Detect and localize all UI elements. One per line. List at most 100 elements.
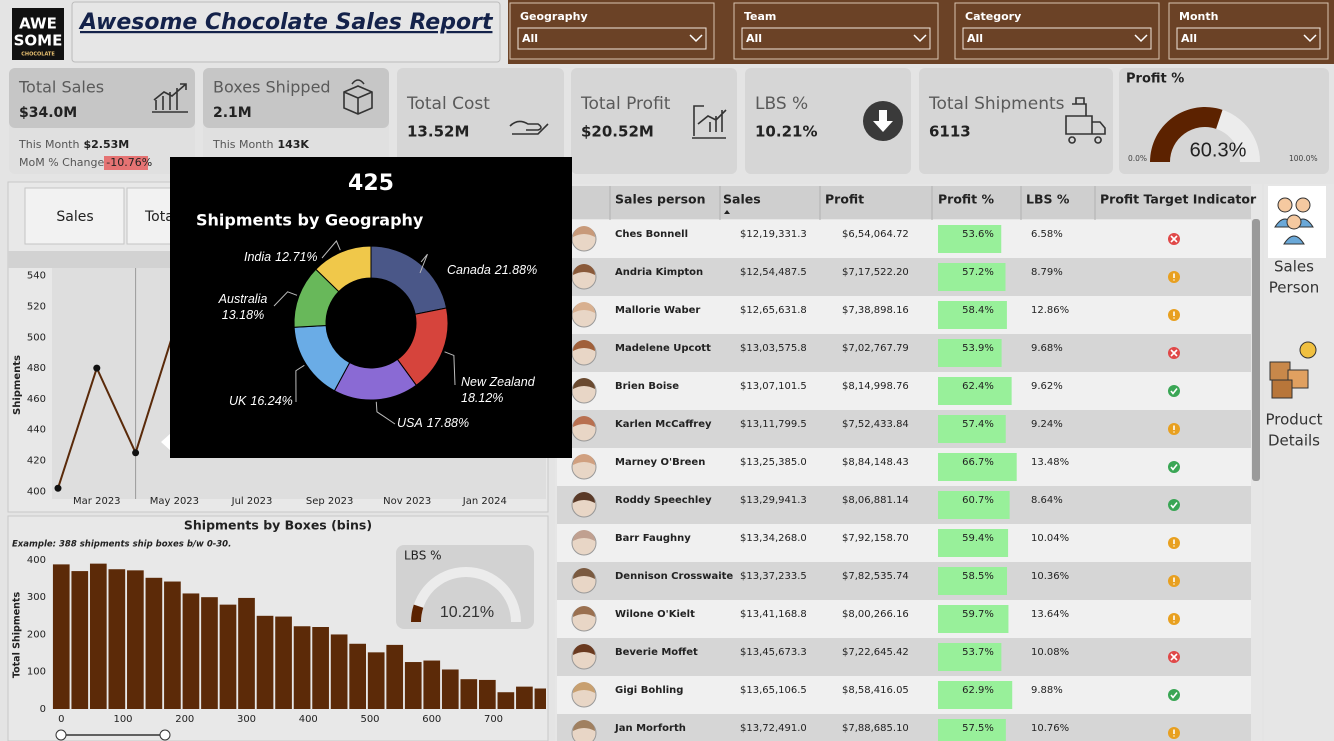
bar[interactable] [367,652,385,709]
avatar-hair [573,340,595,351]
tab-button[interactable] [24,187,125,245]
dropdown-chevron [1134,34,1148,43]
bar[interactable] [497,692,515,709]
bar[interactable] [238,597,255,709]
bar[interactable] [89,563,107,709]
lbs-pct-cell: 10.36% [1031,571,1069,582]
salesperson-name: Ches Bonnell [615,229,688,240]
salesperson-name: Andria Kimpton [615,267,703,278]
kpi-value: 6113 [929,123,971,141]
filter-dropdown[interactable] [517,27,707,50]
kpi-icon [152,83,188,113]
table-row[interactable] [557,524,1251,562]
profit-pct-bar [938,301,1007,329]
tooltip-pointer [161,433,171,451]
kpi-icon [509,120,549,135]
bar[interactable] [219,604,237,709]
bar[interactable] [256,615,274,709]
bar[interactable] [108,569,126,709]
table-row[interactable] [557,638,1251,676]
table-row[interactable] [557,562,1251,600]
table-row[interactable] [557,296,1251,334]
table-row[interactable] [557,448,1251,486]
lbs-pct-cell: 10.08% [1031,647,1069,658]
chart-annotation: Example: 388 shipments ship boxes b/w 0-… [12,540,231,550]
donut-label: USA 17.88% [397,416,469,430]
bar[interactable] [479,679,496,709]
bar[interactable] [293,626,311,709]
lbs-pct-cell: 6.58% [1031,229,1063,240]
bar[interactable] [441,669,459,709]
avatar-hair [573,682,595,693]
report-title: Awesome Chocolate Sales Report [78,10,494,35]
kpi-icon [343,79,373,115]
bar[interactable] [182,593,200,709]
avatar-hair [573,378,595,389]
profit-pct-bar [938,681,1013,709]
indicator-glyph [1170,388,1178,395]
table-row[interactable] [557,372,1251,410]
leader-line [375,401,396,425]
line-series [57,329,176,489]
bar[interactable] [330,634,348,709]
profit-pct-bar [938,719,1006,741]
bar[interactable] [164,581,181,709]
donut-label-name: India [244,250,271,264]
logo-text: CHOCOLATE [21,52,55,58]
bar[interactable] [460,679,478,709]
bar[interactable] [71,571,89,709]
filter-card[interactable] [1168,2,1329,60]
table-row[interactable] [557,600,1251,638]
column-header: Profit [825,192,864,207]
filter-dropdown[interactable] [741,27,931,50]
table-row[interactable] [557,486,1251,524]
kpi-title: Total Sales [18,78,104,97]
table-row[interactable] [557,334,1251,372]
bar[interactable] [349,643,366,709]
line-marker[interactable] [93,364,101,372]
bar[interactable] [534,688,552,710]
bar[interactable] [312,627,329,709]
chart-title: Shipments by Boxes (bins) [184,518,372,533]
leader-line [444,351,456,386]
table-row[interactable] [557,258,1251,296]
donut-slice[interactable] [315,245,372,293]
column-header: Profit Target Indicator [1100,192,1257,207]
lbs-pct-cell: 8.64% [1031,495,1063,506]
table-row[interactable] [557,410,1251,448]
sales-cell: $13,72,491.0 [740,723,807,734]
bar[interactable] [423,660,441,709]
y-tick-label: 100 [27,667,46,678]
sales-cell: $13,65,106.5 [740,685,807,696]
filter-card[interactable] [954,2,1160,60]
line-marker[interactable] [54,484,62,492]
range-slider-handle[interactable] [159,729,171,741]
filter-dropdown[interactable] [1176,27,1321,50]
range-slider-handle[interactable] [55,729,67,741]
kpi-title: Total Cost [406,94,490,114]
bar[interactable] [404,662,422,709]
bar[interactable] [275,616,292,709]
table-scrollbar[interactable] [1252,219,1260,481]
bar[interactable] [386,644,404,709]
bar[interactable] [145,577,163,709]
filter-card[interactable] [509,2,715,60]
bar[interactable] [127,570,144,709]
table-row[interactable] [557,714,1251,741]
profit-pct-bar [938,529,1009,557]
kpi-value: 2.1M [213,105,252,121]
y-axis-label: Total Shipments [12,592,23,679]
table-row[interactable] [557,676,1251,714]
bar[interactable] [52,564,70,709]
kpi-icon [873,110,893,132]
table-row[interactable] [557,220,1251,258]
filter-dropdown[interactable] [962,27,1152,50]
sales-cell: $13,45,673.3 [740,647,807,658]
line-marker[interactable] [132,449,140,457]
bar[interactable] [201,597,218,709]
salesperson-name: Gigi Bohling [615,685,683,696]
filter-card[interactable] [733,2,939,60]
bar[interactable] [516,686,533,709]
avatar-hair [573,226,595,237]
